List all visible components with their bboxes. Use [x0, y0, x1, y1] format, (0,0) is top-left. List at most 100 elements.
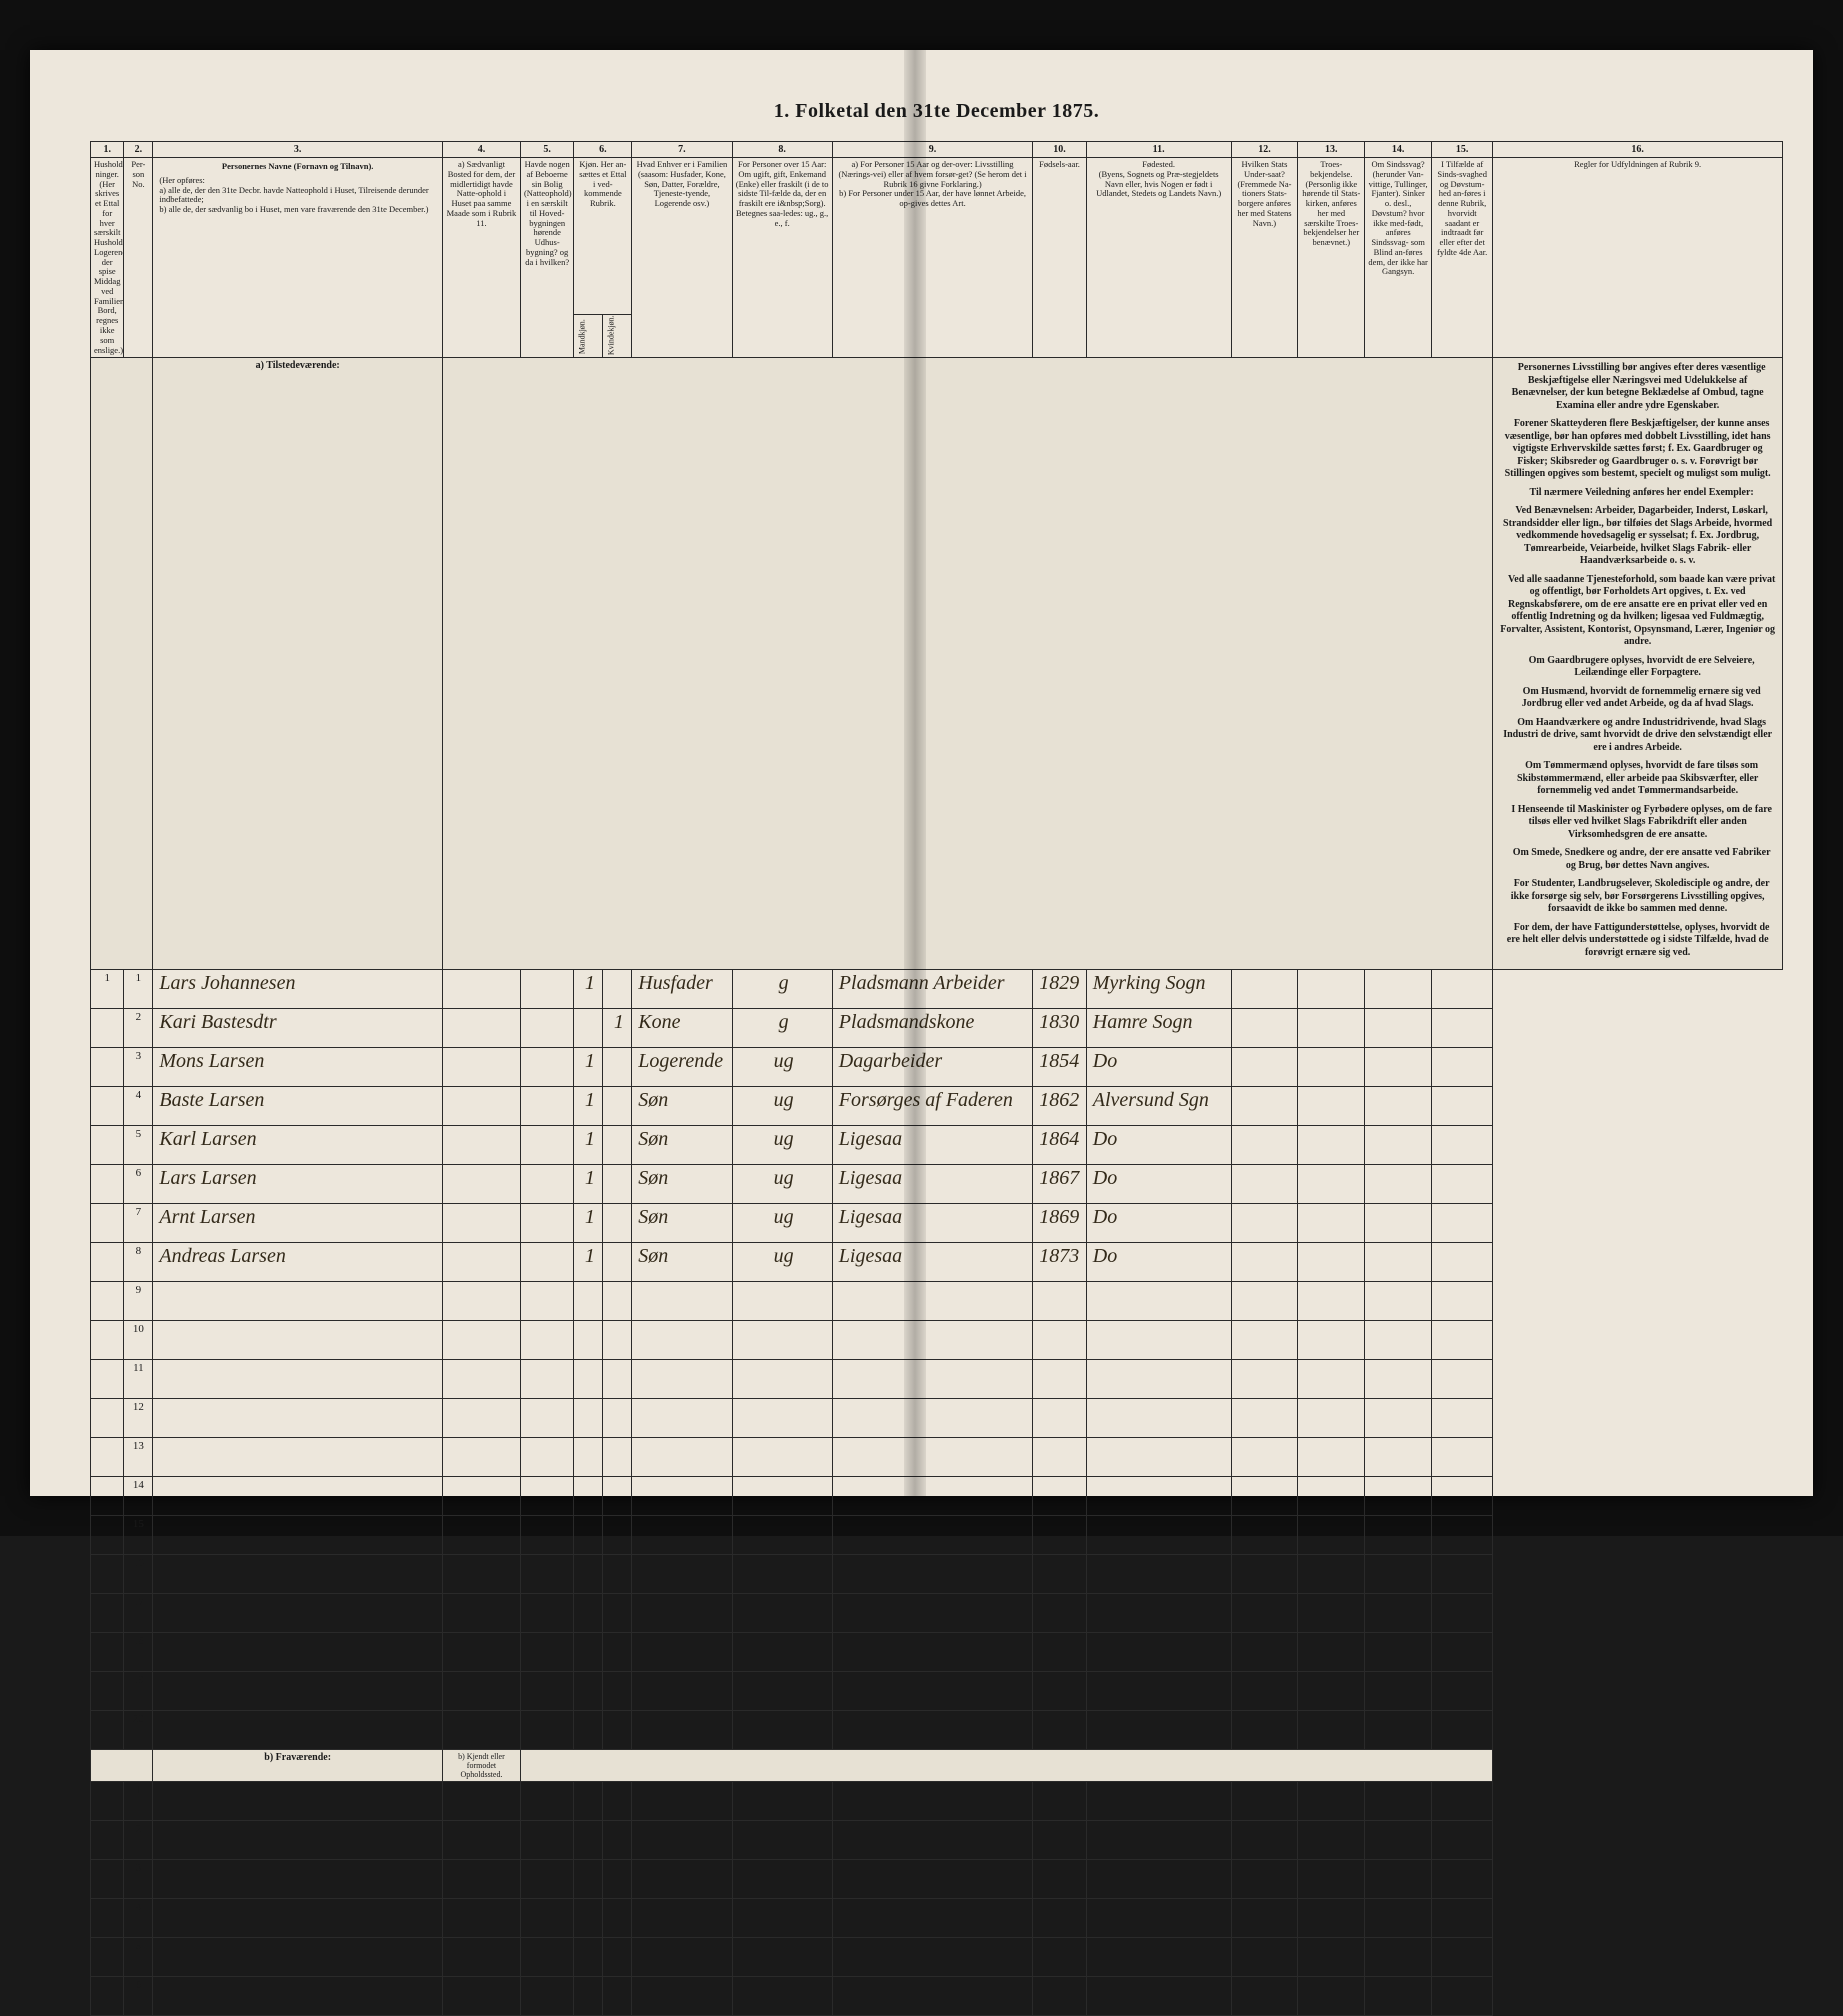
cell-c12: [1231, 1165, 1298, 1204]
cell-empty: [1086, 1555, 1231, 1594]
table-row: 3: [91, 1860, 1783, 1899]
cell-occupation: Ligesaa: [832, 1204, 1033, 1243]
cell-empty: [574, 1977, 603, 2016]
cell-empty: [832, 1438, 1033, 1477]
cell-empty: [1365, 1555, 1432, 1594]
rules-paragraph: For dem, der have Fattigunderstøttelse, …: [1499, 922, 1776, 960]
cell-empty: [632, 1516, 732, 1555]
table-row: 7Arnt Larsen1SønugLigesaa1869Do: [91, 1204, 1783, 1243]
rules-paragraph: Til nærmere Veiledning anføres her endel…: [1499, 487, 1776, 500]
cell-empty: [1298, 1672, 1365, 1711]
cell-empty: [603, 1633, 632, 1672]
colnum-3: 3.: [153, 142, 443, 158]
cell-empty: [520, 1282, 573, 1321]
cell-empty: [1086, 1860, 1231, 1899]
cell-name: Kari Bastesdtr: [153, 1009, 443, 1048]
cell-empty: [1033, 1321, 1086, 1360]
header-c4: a) Sædvanligt Bosted for dem, der midler…: [442, 158, 520, 358]
cell-empty: [1231, 1438, 1298, 1477]
cell-c15: [1432, 1165, 1493, 1204]
cell-empty: [732, 1555, 832, 1594]
cell-c13: [1298, 1243, 1365, 1282]
cell-household: [91, 1516, 124, 1555]
cell-empty: [1033, 1282, 1086, 1321]
cell-person-no: 13: [124, 1438, 153, 1477]
rules-heading: Regler for Udfyldningen af Rubrik 9.: [1496, 160, 1779, 170]
cell-c12: [1231, 1243, 1298, 1282]
cell-empty: [1365, 1821, 1432, 1860]
cell-empty: [632, 1594, 732, 1633]
cell-person-no: 1: [124, 1782, 153, 1821]
cell-empty: [1432, 1399, 1493, 1438]
header-c6: Kjøn. Her an-sættes et Ettal i ved-komme…: [574, 158, 632, 315]
cell-c14: [1365, 1009, 1432, 1048]
cell-empty: [632, 1938, 732, 1977]
colnum-8: 8.: [732, 142, 832, 158]
cell-empty: [574, 1399, 603, 1438]
cell-empty: [153, 1821, 443, 1860]
cell-empty: [1231, 1711, 1298, 1750]
cell-empty: [1298, 1516, 1365, 1555]
cell-empty: [520, 1633, 573, 1672]
cell-empty: [1432, 1594, 1493, 1633]
rules-paragraph: Om Haandværkere og andre Industridrivend…: [1499, 717, 1776, 755]
cell-empty: [1033, 1438, 1086, 1477]
cell-name: Mons Larsen: [153, 1048, 443, 1087]
header-c15: I Tilfælde af Sinds-svaghed og Døvstum-h…: [1432, 158, 1493, 358]
cell-empty: [574, 1899, 603, 1938]
cell-empty: [832, 1321, 1033, 1360]
cell-year: 1829: [1033, 970, 1086, 1009]
cell-c15: [1432, 970, 1493, 1009]
census-table-wrap: 1. 2. 3. 4. 5. 6. 7. 8. 9. 10. 11. 12. 1…: [90, 141, 1783, 2016]
cell-empty: [153, 1321, 443, 1360]
cell-household: [91, 1165, 124, 1204]
cell-household: [91, 1438, 124, 1477]
cell-empty: [603, 1516, 632, 1555]
table-row: 16: [91, 1555, 1783, 1594]
cell-occupation: Dagarbeider: [832, 1048, 1033, 1087]
cell-empty: [520, 1360, 573, 1399]
cell-empty: [732, 1594, 832, 1633]
cell-empty: [832, 1594, 1033, 1633]
cell-empty: [1365, 1860, 1432, 1899]
cell-empty: [1432, 1711, 1493, 1750]
colnum-10: 10.: [1033, 142, 1086, 158]
empty-rows-a: 91011121314151617181920: [91, 1282, 1783, 1750]
cell-c5: [520, 1126, 573, 1165]
cell-empty: [574, 1633, 603, 1672]
cell-empty: [732, 1516, 832, 1555]
cell-relation: Søn: [632, 1204, 732, 1243]
cell-year: 1864: [1033, 1126, 1086, 1165]
cell-male: 1: [574, 1165, 603, 1204]
table-row: 19: [91, 1672, 1783, 1711]
cell-empty: [1298, 1360, 1365, 1399]
cell-empty: [1086, 1899, 1231, 1938]
column-number-row: 1. 2. 3. 4. 5. 6. 7. 8. 9. 10. 11. 12. 1…: [91, 142, 1783, 158]
rules-paragraph: Om Husmænd, hvorvidt de fornemmelig ernæ…: [1499, 686, 1776, 711]
cell-household: [91, 1204, 124, 1243]
cell-name: Baste Larsen: [153, 1087, 443, 1126]
cell-empty: [442, 1516, 520, 1555]
cell-household: [91, 1711, 124, 1750]
cell-empty: [442, 1711, 520, 1750]
header-c14: Om Sindssvag? (herunder Van-vittige, Tul…: [1365, 158, 1432, 358]
table-row: 2: [91, 1821, 1783, 1860]
cell-empty: [520, 1977, 573, 2016]
cell-empty: [603, 1938, 632, 1977]
cell-c15: [1432, 1087, 1493, 1126]
cell-c5: [520, 1165, 573, 1204]
cell-empty: [153, 1672, 443, 1711]
cell-household: 1: [91, 970, 124, 1009]
cell-empty: [1231, 1477, 1298, 1516]
table-row: 18: [91, 1633, 1783, 1672]
cell-empty: [732, 1672, 832, 1711]
cell-empty: [1086, 1516, 1231, 1555]
cell-empty: [153, 1711, 443, 1750]
cell-empty: [1298, 1633, 1365, 1672]
cell-empty: [1365, 1594, 1432, 1633]
rules-paragraph: Ved Benævnelsen: Arbeider, Dagarbeider, …: [1499, 505, 1776, 568]
cell-c5: [520, 1204, 573, 1243]
cell-c15: [1432, 1204, 1493, 1243]
cell-female: 1: [603, 1009, 632, 1048]
header-c2: Per-son No.: [124, 158, 153, 358]
